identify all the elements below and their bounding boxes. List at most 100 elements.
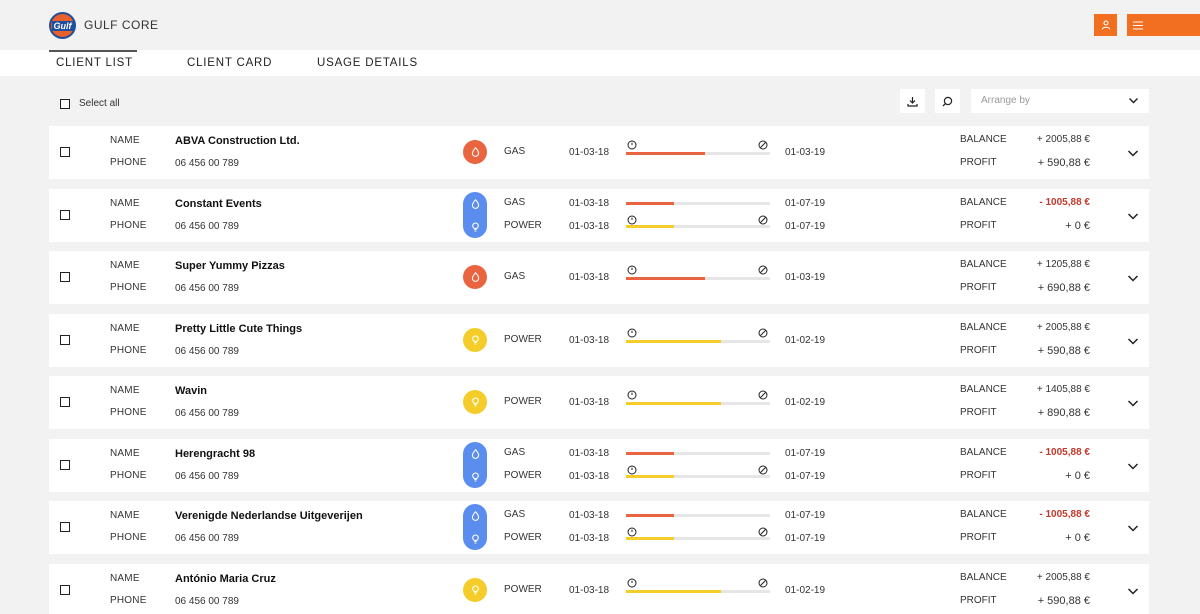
usage-start-date: 01-03-18 [569, 397, 610, 408]
usage-start-date: 01-03-18 [569, 585, 610, 596]
client-row[interactable]: NAME PHONE Herengracht 98 06 456 00 789 GAS 0… [49, 439, 1149, 492]
flame-icon [471, 510, 479, 521]
start-clock-icon [627, 578, 637, 588]
row-checkbox[interactable] [60, 210, 70, 220]
end-stop-icon [758, 578, 768, 588]
usage-start-date: 01-03-18 [569, 533, 610, 544]
row-checkbox[interactable] [60, 397, 70, 407]
expand-chevron-icon[interactable] [1127, 397, 1139, 409]
usage-progress-fill [626, 590, 722, 593]
usage-progress-bar [626, 590, 770, 593]
usage-end-date: 01-07-19 [785, 221, 826, 232]
name-label: NAME [110, 135, 140, 146]
expand-chevron-icon[interactable] [1127, 147, 1139, 159]
row-checkbox[interactable] [60, 147, 70, 157]
usage-progress-bar [626, 152, 770, 155]
profit-value: + 890,88 € [1037, 407, 1090, 419]
start-icon [627, 262, 637, 280]
usage-end-date: 01-03-19 [785, 272, 826, 283]
start-clock-icon [627, 215, 637, 225]
client-row[interactable]: NAME PHONE Constant Events 06 456 00 789 GAS… [49, 189, 1149, 242]
select-all[interactable]: Select all [60, 98, 120, 109]
client-name[interactable]: António Maria Cruz [175, 573, 276, 585]
usage-progress-bar [626, 202, 770, 205]
client-name[interactable]: Super Yummy Pizzas [175, 260, 285, 272]
expand-chevron-icon[interactable] [1127, 335, 1139, 347]
arrange-by-select[interactable]: Arrange by [971, 89, 1149, 113]
usage-progress-bar [626, 537, 770, 540]
flame-icon [471, 198, 479, 209]
expand-chevron-icon[interactable] [1127, 210, 1139, 222]
usage-progress-fill [626, 402, 722, 405]
client-row[interactable]: NAME PHONE António Maria Cruz 06 456 00 789… [49, 564, 1149, 614]
user-button[interactable] [1094, 14, 1117, 36]
end-stop-icon [758, 140, 768, 150]
bulb-icon [471, 533, 479, 544]
client-row[interactable]: NAME PHONE Verenigde Nederlandse Uitgeveri… [49, 501, 1149, 554]
expand-chevron-icon[interactable] [1127, 585, 1139, 597]
usage-end-date: 01-02-19 [785, 335, 826, 346]
profit-value: + 0 € [1065, 532, 1090, 544]
row-checkbox[interactable] [60, 272, 70, 282]
profit-value: + 590,88 € [1037, 345, 1090, 357]
power-badge [463, 328, 487, 352]
tab-client-card[interactable]: CLIENT CARD [187, 57, 273, 69]
tab-client-list[interactable]: CLIENT LIST [56, 57, 133, 69]
balance-label: BALANCE [960, 384, 1007, 395]
client-name[interactable]: Wavin [175, 385, 207, 397]
usage-end-date: 01-07-19 [785, 448, 826, 459]
power-badge [463, 578, 487, 602]
row-checkbox[interactable] [60, 522, 70, 532]
profit-value: + 0 € [1065, 470, 1090, 482]
client-name[interactable]: Pretty Little Cute Things [175, 323, 303, 335]
client-name[interactable]: Herengracht 98 [175, 448, 256, 460]
client-row[interactable]: NAME PHONE Pretty Little Cute Things 06 456… [49, 314, 1149, 367]
start-icon [627, 524, 637, 542]
client-row[interactable]: NAME PHONE Wavin 06 456 00 789 POWER 01-03-18… [49, 376, 1149, 429]
profit-value: + 590,88 € [1037, 157, 1090, 169]
client-name[interactable]: ABVA Construction Ltd. [175, 135, 300, 147]
flame-icon [471, 272, 479, 282]
end-icon [758, 325, 768, 343]
download-button[interactable] [900, 89, 925, 113]
search-button[interactable] [935, 89, 960, 113]
name-label: NAME [110, 573, 140, 584]
client-phone: 06 456 00 789 [175, 471, 239, 482]
menu-button[interactable] [1127, 14, 1200, 36]
balance-label: BALANCE [960, 259, 1007, 270]
client-name[interactable]: Constant Events [175, 198, 262, 210]
name-label: NAME [110, 510, 140, 521]
balance-label: BALANCE [960, 322, 1007, 333]
gas-power-badge [463, 192, 487, 238]
usage-type: GAS [504, 197, 526, 208]
usage-type: POWER [504, 584, 542, 595]
usage-progress-fill [626, 202, 674, 205]
usage-end-date: 01-03-19 [785, 147, 826, 158]
select-all-label: Select all [79, 98, 120, 109]
gulf-logo[interactable]: Gulf [49, 12, 76, 39]
client-row[interactable]: NAME PHONE Super Yummy Pizzas 06 456 00 789… [49, 251, 1149, 304]
usage-progress-bar [626, 402, 770, 405]
expand-chevron-icon[interactable] [1127, 272, 1139, 284]
gas-power-badge [463, 504, 487, 550]
usage-progress-bar [626, 277, 770, 280]
row-checkbox[interactable] [60, 585, 70, 595]
end-stop-icon [758, 390, 768, 400]
client-phone: 06 456 00 789 [175, 596, 239, 607]
expand-chevron-icon[interactable] [1127, 460, 1139, 472]
row-checkbox[interactable] [60, 335, 70, 345]
balance-label: BALANCE [960, 509, 1007, 520]
end-icon [758, 262, 768, 280]
client-row[interactable]: NAME PHONE ABVA Construction Ltd. 06 456 00… [49, 126, 1149, 179]
usage-progress-bar [626, 452, 770, 455]
client-phone: 06 456 00 789 [175, 533, 239, 544]
flame-icon [471, 448, 479, 459]
select-all-checkbox[interactable] [60, 98, 70, 109]
bulb-icon [471, 221, 479, 232]
expand-chevron-icon[interactable] [1127, 522, 1139, 534]
row-checkbox[interactable] [60, 460, 70, 470]
balance-value: + 1405,88 € [1036, 384, 1090, 395]
client-name[interactable]: Verenigde Nederlandse Uitgeverijen [175, 510, 363, 522]
usage-start-date: 01-03-18 [569, 510, 610, 521]
tab-usage-details[interactable]: USAGE DETAILS [317, 57, 418, 69]
